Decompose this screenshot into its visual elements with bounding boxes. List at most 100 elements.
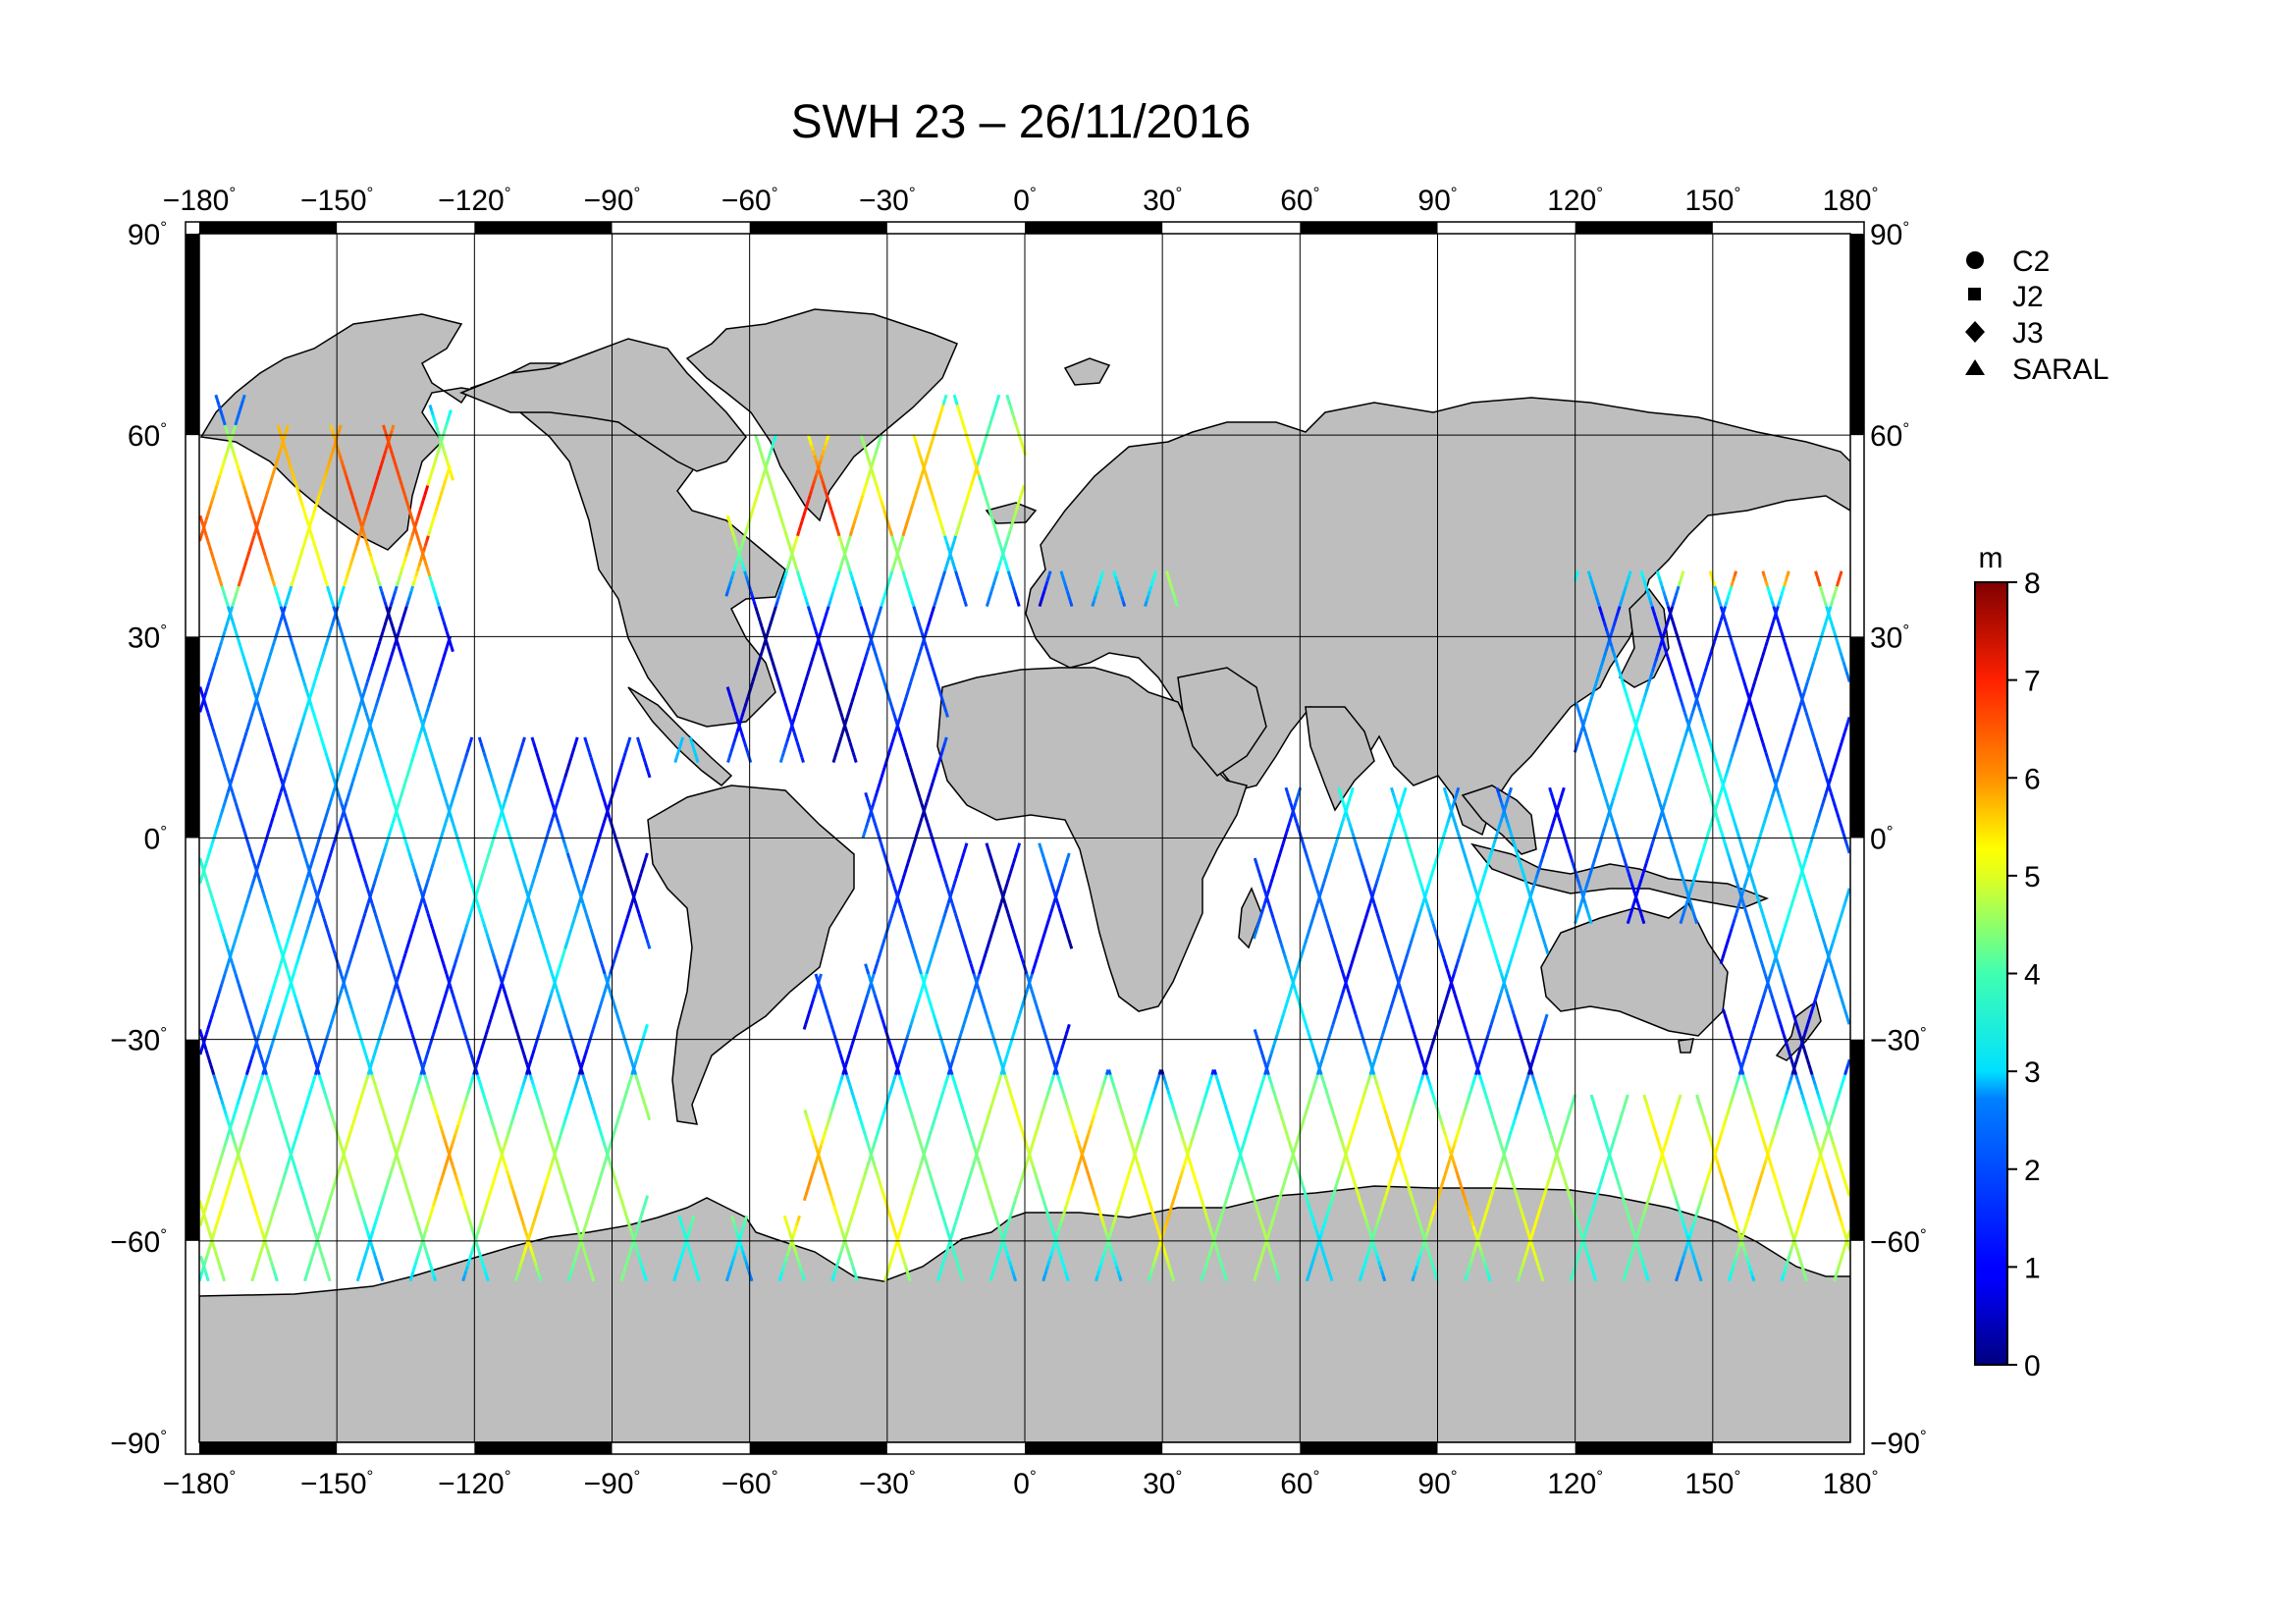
colorbar-tick-label: 8 [2024,568,2041,600]
frame-segment-bottom [1025,1442,1163,1454]
longitude-tick-label: −30° [859,184,916,217]
longitude-tick-label: −150° [300,184,373,217]
land-canadian-arctic [458,338,747,472]
frame-segment-bottom [749,1442,887,1454]
frame-segment-top [1575,222,1713,234]
colorbar-tick-label: 3 [2024,1056,2041,1089]
longitude-tick-label: 60° [1280,1467,1319,1500]
longitude-tick-label: −180° [163,184,236,217]
latitude-tick-label: 60° [1870,419,1909,453]
longitude-tick-label: −60° [721,184,778,217]
longitude-tick-label: 30° [1143,184,1182,217]
land-central-america [627,686,733,786]
longitude-tick-label: 90° [1417,1467,1457,1500]
legend-label-saral: SARAL [2012,353,2109,386]
land-greenland [685,308,958,522]
colorbar-tick-label: 2 [2024,1155,2041,1187]
latitude-tick-label: −60° [110,1225,167,1259]
colorbar-tick-label: 1 [2024,1252,2041,1284]
longitude-tick-label: 150° [1684,1467,1740,1500]
satellite-legend: C2 J2 J3 SARAL [1965,245,2109,386]
land-tasmania [1678,1038,1694,1054]
latitude-tick-label: 0° [144,823,168,856]
colorbar: m 0 1 2 3 4 5 6 7 8 [1974,542,2041,1382]
latitude-labels-right: 90° 60° 30° 0° −30° −60° −90° [1870,218,1927,1460]
latitude-tick-label: 30° [128,621,167,654]
frame-segment-bottom [199,1442,338,1454]
colorbar-tick-label: 6 [2024,763,2041,795]
colorbar-gradient [1974,581,2008,1366]
longitude-tick-label: 150° [1684,184,1740,217]
colorbar-tick-label: 0 [2024,1350,2041,1382]
longitude-tick-label: −30° [859,1467,916,1500]
frame-segment-top [474,222,613,234]
longitude-tick-label: −180° [163,1467,236,1500]
latitude-tick-label: −90° [1870,1427,1927,1460]
frame-segment-top [199,222,338,234]
longitude-tick-label: 120° [1547,184,1603,217]
latitude-tick-label: 60° [128,419,167,453]
frame-segment-top [1025,222,1163,234]
longitude-tick-label: 180° [1823,1467,1879,1500]
latitude-tick-label: −90° [110,1427,167,1460]
land-iceland [985,502,1038,524]
saral-triangle-marker-icon [1965,359,1985,375]
longitude-labels-top: −180° −150° −120° −90° −60° −30° 0° 30° 60° 90° 12… [163,184,1879,217]
land-svalbard [1063,357,1111,386]
longitude-tick-label: −90° [584,1467,641,1500]
colorbar-unit: m [1979,542,2003,574]
frame-segment-left [186,636,199,839]
longitude-tick-label: 0° [1013,1467,1037,1500]
longitude-tick-label: 180° [1823,184,1879,217]
j3-diamond-marker-icon [1965,321,1985,343]
longitude-tick-label: 30° [1143,1467,1182,1500]
legend-label-c2: C2 [2012,245,2050,278]
legend-label-j3: J3 [2012,317,2044,350]
longitude-labels-bottom: −180° −150° −120° −90° −60° −30° 0° 30° 60° 90° 12… [163,1467,1879,1500]
colorbar-tick-label: 4 [2024,959,2041,992]
latitude-labels-left: 90° 60° 30° 0° −30° −60° −90° [110,218,167,1460]
frame-segment-top [1300,222,1438,234]
frame-segment-bottom [474,1442,613,1454]
frame-segment-bottom [1575,1442,1713,1454]
frame-segment-left [186,1039,199,1241]
longitude-tick-label: 0° [1013,184,1037,217]
longitude-tick-label: 120° [1547,1467,1603,1500]
land-indonesia [1470,842,1770,909]
land-africa [936,667,1248,1012]
frame-segment-bottom [1300,1442,1438,1454]
longitude-tick-label: −120° [438,184,510,217]
legend-label-j2: J2 [2012,281,2044,313]
frame-segment-right [1850,234,1864,436]
c2-circle-marker-icon [1966,251,1984,269]
frame-segment-right [1850,1039,1864,1241]
latitude-tick-label: 90° [1870,218,1909,251]
latitude-tick-label: −30° [110,1024,167,1057]
longitude-tick-label: 60° [1280,184,1319,217]
latitude-tick-label: 30° [1870,621,1909,654]
latitude-tick-label: 0° [1870,823,1894,856]
frame-segment-left [186,234,199,436]
frame-segments [186,222,1864,1454]
swh-tracks [199,394,1850,1282]
colorbar-tick-label: 5 [2024,861,2041,893]
longitude-tick-label: 90° [1417,184,1457,217]
longitude-tick-label: −150° [300,1467,373,1500]
colorbar-tick-label: 7 [2024,666,2041,698]
longitude-tick-label: −90° [584,184,641,217]
land-arabia [1177,667,1267,777]
land-india [1305,706,1375,812]
map-title: SWH 23 – 26/11/2016 [791,96,1252,148]
longitude-tick-label: −120° [438,1467,510,1500]
frame-segment-top [749,222,887,234]
frame-segment-right [1850,636,1864,839]
latitude-tick-label: 90° [128,218,167,251]
latitude-tick-label: −60° [1870,1225,1927,1259]
latitude-tick-label: −30° [1870,1024,1927,1057]
j2-square-marker-icon [1968,288,1981,300]
land-southeast-asia [1461,784,1537,855]
longitude-tick-label: −60° [721,1467,778,1500]
map-panel [185,221,1865,1455]
colorbar-ticks: 0 1 2 3 4 5 6 7 8 [2007,568,2041,1382]
